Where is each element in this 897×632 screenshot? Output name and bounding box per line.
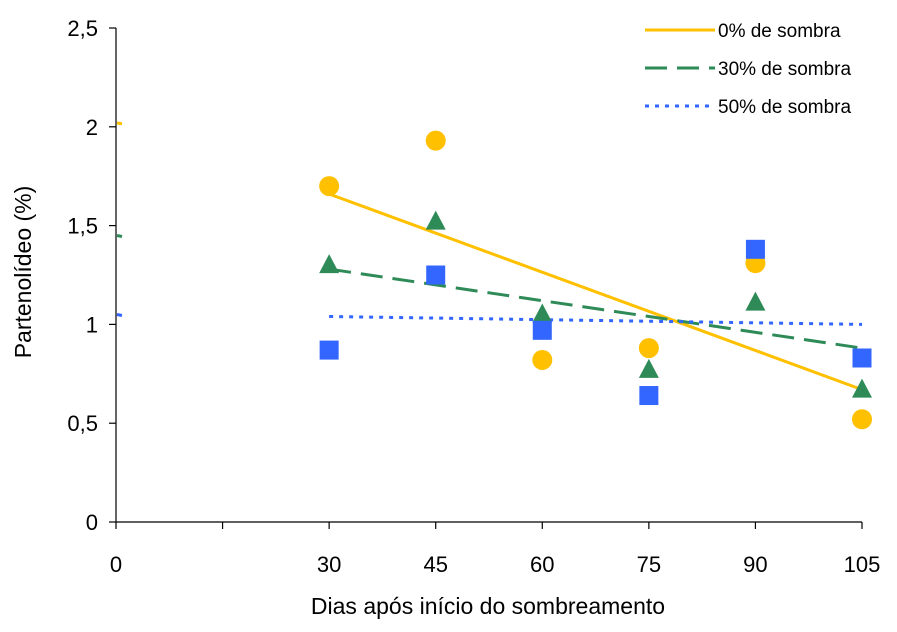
data-point bbox=[532, 303, 553, 323]
data-point bbox=[532, 320, 552, 340]
trendline bbox=[329, 314, 863, 326]
data-point bbox=[425, 130, 446, 151]
y-tick-label: 1 bbox=[86, 312, 98, 337]
data-point bbox=[852, 348, 872, 368]
legend-label: 0% de sombra bbox=[718, 21, 841, 42]
trendline-intercept-stub bbox=[116, 234, 123, 238]
data-point bbox=[319, 176, 340, 197]
data-point bbox=[319, 254, 340, 274]
trendline bbox=[328, 192, 863, 392]
data-point bbox=[638, 358, 659, 378]
legend: 0% de sombra 30% de sombra 50% de sombra bbox=[645, 21, 852, 118]
data-point bbox=[638, 338, 659, 359]
data-point bbox=[639, 386, 659, 406]
y-tick-label: 2 bbox=[86, 115, 98, 140]
y-tick-label: 2,5 bbox=[67, 16, 98, 41]
data-point bbox=[425, 210, 446, 230]
data-point bbox=[319, 340, 339, 360]
trendline-intercept-stub bbox=[116, 121, 123, 126]
x-axis-title: Dias após início do sombreamento bbox=[311, 593, 665, 619]
axes-layer: 0 0,5 1 1,5 2 2,5 0 30 45 60 75 90 105 bbox=[67, 16, 880, 577]
data-point bbox=[745, 291, 766, 311]
legend-label: 50% de sombra bbox=[718, 97, 852, 118]
data-point bbox=[745, 239, 765, 259]
x-tick-label: 45 bbox=[423, 552, 447, 577]
x-tick-label: 75 bbox=[637, 552, 661, 577]
y-tick-label: 1,5 bbox=[67, 214, 98, 239]
data-point bbox=[852, 409, 872, 430]
x-tick-label: 105 bbox=[844, 552, 881, 577]
data-point bbox=[426, 265, 446, 285]
data-point bbox=[852, 378, 872, 398]
trendlines-layer bbox=[116, 121, 863, 392]
y-tick-label: 0 bbox=[86, 510, 98, 535]
trendline-intercept-stub bbox=[116, 313, 123, 317]
x-tick-label: 90 bbox=[743, 552, 767, 577]
legend-label: 30% de sombra bbox=[718, 59, 852, 80]
y-axis-title: Partenolídeo (%) bbox=[10, 186, 36, 359]
markers-layer bbox=[319, 130, 872, 430]
trendline bbox=[328, 267, 863, 350]
x-tick-label: 60 bbox=[530, 552, 554, 577]
x-tick-label: 0 bbox=[110, 552, 122, 577]
y-tick-label: 0,5 bbox=[67, 411, 98, 436]
data-point bbox=[532, 349, 553, 370]
x-tick-label: 30 bbox=[317, 552, 341, 577]
